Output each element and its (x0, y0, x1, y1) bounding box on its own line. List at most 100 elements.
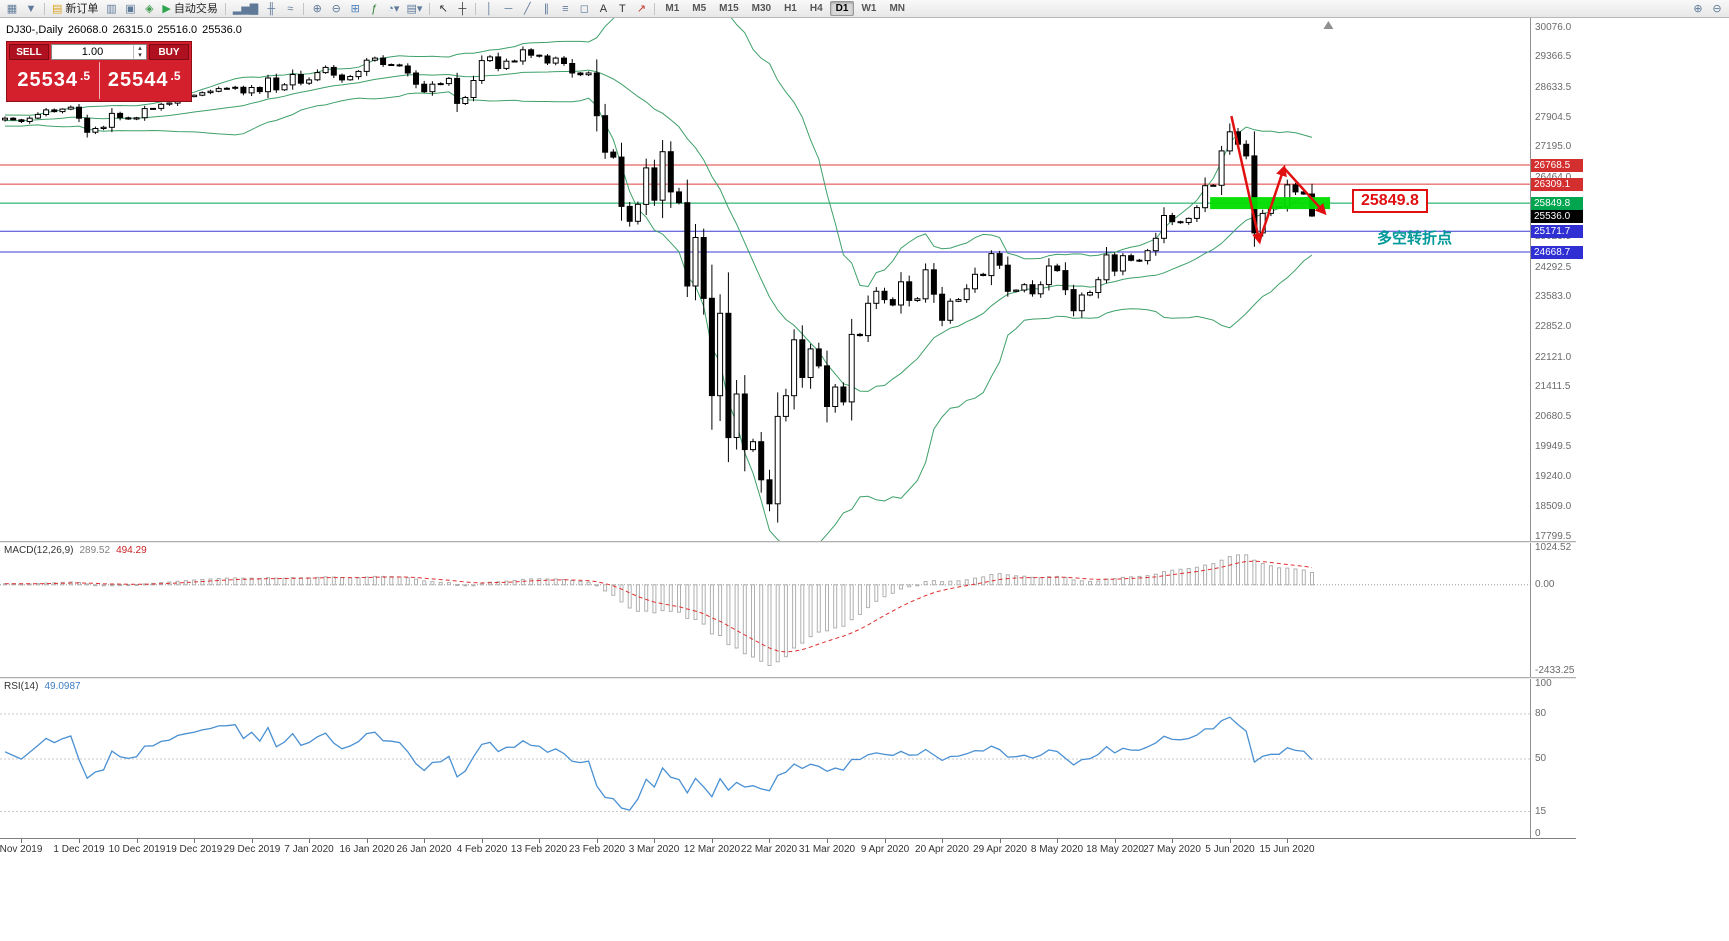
macd-histogram-bar (109, 584, 114, 587)
bar-chart-type-icon: ▂▅▇ (232, 2, 259, 15)
timeframe-m5[interactable]: M5 (692, 3, 707, 14)
candle-body (18, 119, 25, 123)
auto-trading-button[interactable]: ▶ 自动交易 (159, 1, 220, 17)
volume-stepper[interactable]: 1.00 ▴ ▾ (51, 44, 147, 60)
green-highlight-band[interactable] (1210, 197, 1331, 210)
horizontal-line-icon[interactable]: ─ (499, 1, 517, 17)
note-text[interactable]: 多空转折点 (1377, 229, 1453, 247)
candlestick-chart[interactable] (0, 18, 1530, 541)
channel-icon[interactable]: ∥ (537, 1, 555, 17)
buy-button[interactable]: BUY (149, 44, 189, 60)
new-order-button[interactable]: ▤ 新订单 (49, 1, 101, 17)
red-trend-arrow[interactable] (1283, 167, 1327, 216)
timeframe-h4[interactable]: H4 (809, 3, 823, 14)
macd-histogram-bar (981, 576, 986, 586)
arrows-tool-icon[interactable]: ↗ (632, 1, 650, 17)
candle-body (528, 49, 535, 56)
macd-histogram-bar (1293, 568, 1298, 586)
timeframe-m30[interactable]: M30 (751, 3, 772, 14)
price-tag-24668.7: 24668.7 (1531, 246, 1583, 259)
candle-body (725, 312, 732, 439)
macd-histogram-bar (915, 584, 920, 587)
periods-dropdown-icon[interactable]: ◔▾ (384, 1, 402, 17)
chart-profiles-icon[interactable]: ▼ (22, 1, 40, 17)
shift-marker (1323, 21, 1334, 29)
trendline-icon: ╱ (524, 2, 531, 15)
shapes-icon[interactable]: ◻ (575, 1, 593, 17)
volume-spinner-arrows[interactable]: ▴ ▾ (133, 45, 146, 59)
templates-dropdown-icon[interactable]: ▤▾ (403, 1, 425, 17)
toolbar-separator (654, 2, 656, 15)
macd-rsi-splitter[interactable] (0, 677, 1576, 679)
candle-body (552, 57, 559, 64)
macd-histogram-bar (1227, 556, 1232, 586)
line-chart-type-icon[interactable]: ≈ (281, 1, 299, 17)
macd-histogram-bar (775, 584, 780, 663)
zoom-in-icon[interactable]: ⊕ (308, 1, 326, 17)
time-tick (21, 839, 22, 843)
indicators-icon[interactable]: ƒ (365, 1, 383, 17)
chart-symbol-period: DJ30-,Daily (6, 24, 63, 36)
sell-button[interactable]: SELL (9, 44, 49, 60)
candle-body (799, 339, 806, 378)
candle-body (1202, 185, 1209, 209)
candle-body (1193, 207, 1200, 219)
macd-histogram-bar (923, 581, 928, 586)
navigator-icon[interactable]: ◈ (140, 1, 158, 17)
price-axis-label: 28633.5 (1535, 82, 1572, 93)
vertical-line-icon[interactable]: │ (480, 1, 498, 17)
time-axis-label: 27 May 2020 (1143, 844, 1201, 855)
candle-body (848, 333, 855, 403)
timeframe-w1[interactable]: W1 (861, 3, 877, 14)
chart-profiles-icon: ▼ (25, 2, 37, 15)
spinner-down-icon[interactable]: ▾ (138, 52, 142, 59)
zoom-out-magnifier-icon[interactable]: ⊖ (1708, 1, 1726, 17)
new-chart-icon[interactable]: ▦ (3, 1, 21, 17)
candle-body (667, 151, 674, 193)
timeframe-mn[interactable]: MN (889, 3, 906, 14)
timeframe-m15[interactable]: M15 (719, 3, 739, 14)
macd-histogram-bar (751, 584, 755, 658)
candle-body (380, 57, 387, 65)
volume-value[interactable]: 1.00 (81, 46, 104, 58)
timeframe-d1[interactable]: D1 (829, 1, 855, 16)
time-axis-label: 16 Jan 2020 (339, 844, 395, 855)
text-tool-icon: A (599, 2, 608, 15)
candle-body (1029, 284, 1036, 295)
spinner-up-icon[interactable]: ▴ (138, 45, 142, 52)
macd-histogram-bar (224, 577, 229, 586)
candle-body (519, 49, 526, 62)
red-trend-arrow[interactable] (1258, 164, 1287, 242)
candle-body (339, 74, 345, 81)
timeframe-m1[interactable]: M1 (665, 3, 680, 14)
buy-price[interactable]: 25544.5 (107, 69, 181, 91)
candle-body (593, 72, 600, 117)
rsi-indicator-chart[interactable] (0, 680, 1530, 838)
data-window-icon[interactable]: ▣ (121, 1, 139, 17)
fibonacci-icon[interactable]: ≡ (556, 1, 574, 17)
grid-icon[interactable]: ⊞ (346, 1, 364, 17)
price-callout-label[interactable]: 25849.8 (1352, 189, 1428, 213)
timeframe-h1[interactable]: H1 (784, 3, 797, 14)
candlestick-type-icon[interactable]: ╫ (262, 1, 280, 17)
candle-body (988, 253, 995, 277)
market-watch-icon[interactable]: ▥ (102, 1, 120, 17)
bar-chart-type-icon[interactable]: ▂▅▇ (230, 1, 261, 17)
cursor-icon[interactable]: ↖ (434, 1, 452, 17)
label-tool-icon[interactable]: T (613, 1, 631, 17)
red-trend-arrow[interactable] (1230, 115, 1264, 245)
macd-histogram-bar (899, 584, 903, 590)
zoom-in-magnifier-icon[interactable]: ⊕ (1689, 1, 1707, 17)
candle-body (561, 57, 567, 64)
macd-indicator-chart[interactable] (0, 544, 1530, 677)
price-axis-label: 26464.0 (1535, 172, 1571, 183)
macd-histogram-bar (907, 584, 912, 588)
crosshair-icon[interactable]: ┼ (453, 1, 471, 17)
cursor-icon: ↖ (438, 2, 448, 15)
text-tool-icon[interactable]: A (594, 1, 612, 17)
candle-body (840, 386, 847, 403)
zoom-out-icon[interactable]: ⊖ (327, 1, 345, 17)
trendline-icon[interactable]: ╱ (518, 1, 536, 17)
sell-price[interactable]: 25534.5 (17, 69, 91, 91)
chart-macd-splitter[interactable] (0, 541, 1576, 543)
